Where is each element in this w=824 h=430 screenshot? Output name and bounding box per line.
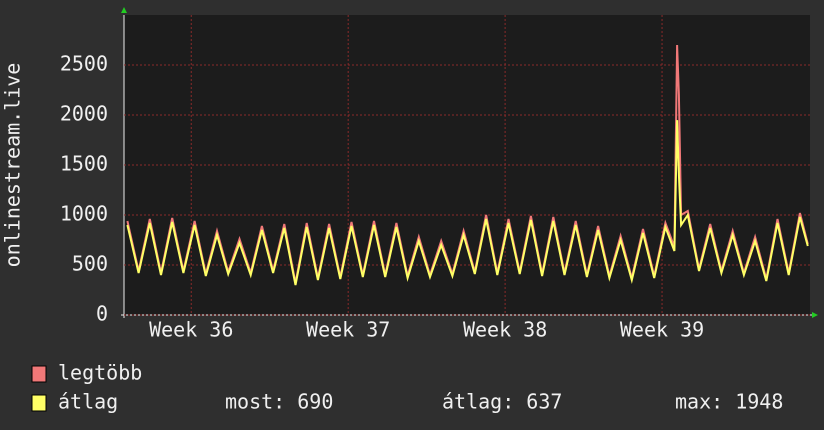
x-tick-label: Week 36 <box>149 318 233 342</box>
legend-label: átlag <box>58 390 118 414</box>
y-tick-label: 1500 <box>60 152 108 176</box>
y-tick-label: 500 <box>72 252 108 276</box>
x-tick-label: Week 39 <box>620 318 704 342</box>
y-axis-label: onlinestream.live <box>1 63 25 268</box>
axis-arrow <box>121 7 127 13</box>
legend-label: legtöbb <box>58 361 142 385</box>
y-tick-label: 2500 <box>60 52 108 76</box>
legend-swatch <box>31 394 47 412</box>
y-tick-label: 1000 <box>60 202 108 226</box>
plot-area <box>124 15 810 315</box>
series-line <box>126 120 809 286</box>
legend-swatch <box>31 365 47 383</box>
legend-stat: max: 1948 <box>675 390 783 414</box>
legend-stat: átlag: 637 <box>442 390 562 414</box>
x-tick-label: Week 38 <box>463 318 547 342</box>
y-tick-label: 2000 <box>60 102 108 126</box>
axis-arrow <box>812 312 818 318</box>
x-tick-label: Week 37 <box>306 318 390 342</box>
legend-stat: most: 690 <box>225 390 333 414</box>
y-tick-label: 0 <box>96 302 108 326</box>
